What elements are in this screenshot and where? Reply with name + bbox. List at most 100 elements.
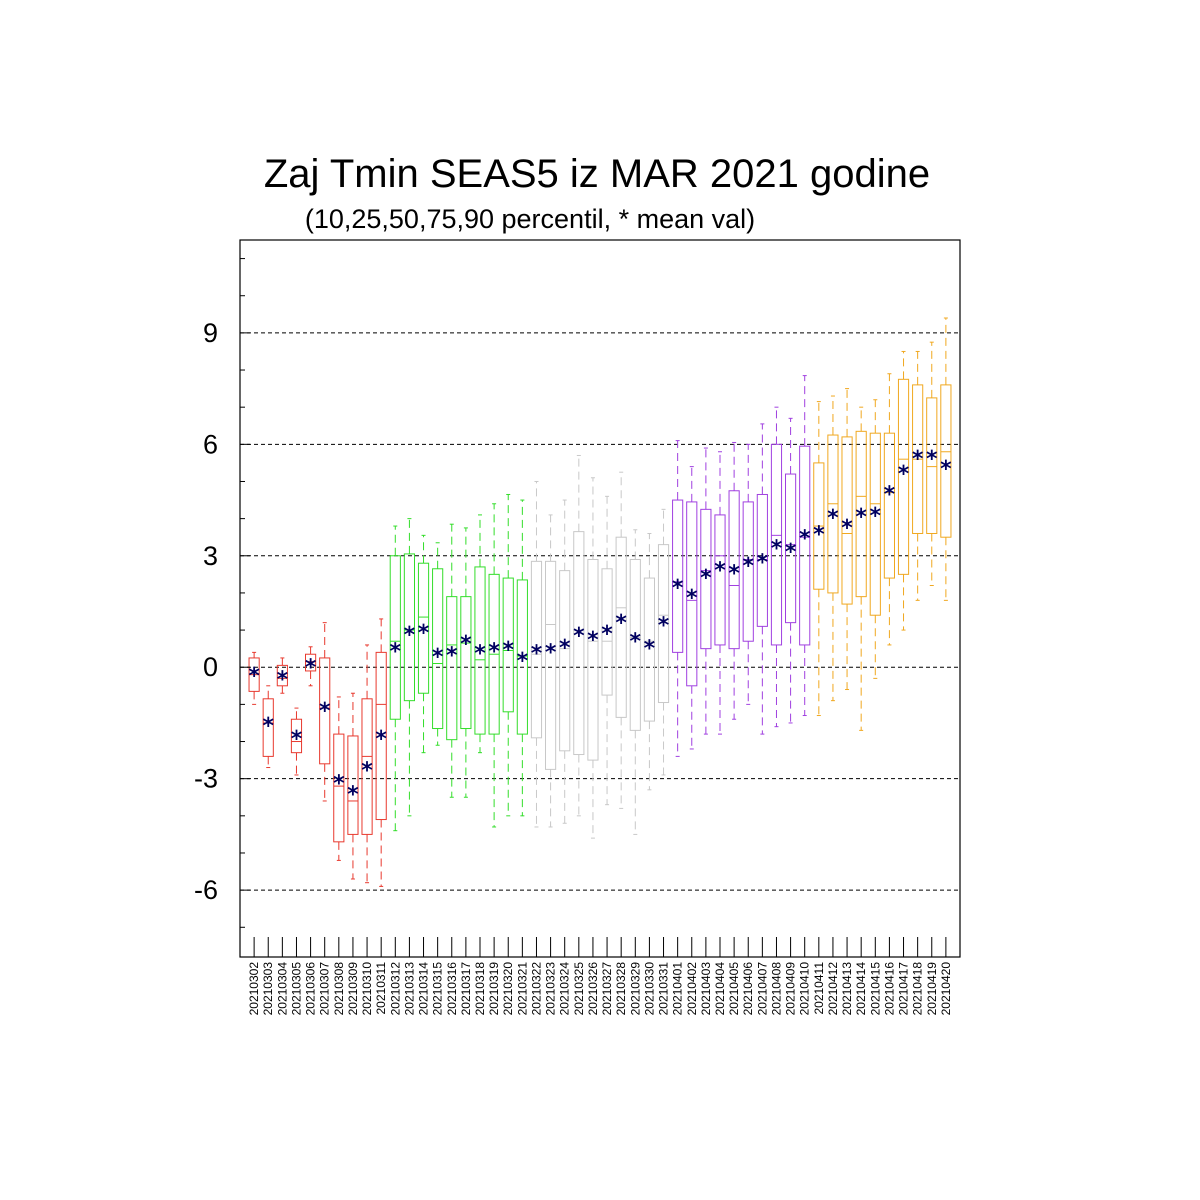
x-tick-label: 20210329: [628, 962, 642, 1016]
box-20210406: [742, 443, 754, 705]
y-tick-label: -3: [194, 764, 218, 794]
mean-marker-20210413: *: [841, 516, 853, 541]
x-tick-label: 20210411: [812, 962, 826, 1015]
x-tick-label: 20210419: [925, 962, 939, 1016]
box-20210325: [573, 454, 585, 817]
box-iqr: [643, 577, 655, 722]
box-20210419: [926, 341, 938, 586]
box-20210304: [276, 657, 288, 694]
x-tick-label: 20210321: [515, 962, 529, 1016]
box-20210330: [643, 532, 655, 791]
box-iqr: [262, 698, 274, 757]
x-axis: 20210302 20210303 20210304 20210305 20210306…: [247, 937, 953, 1015]
box-20210417: [897, 350, 910, 631]
box-20210420: [940, 317, 952, 601]
x-tick-label: 20210327: [600, 962, 614, 1016]
y-tick-label: 6: [203, 429, 218, 459]
box-iqr: [897, 378, 910, 575]
mean-marker-20210317: *: [460, 632, 472, 657]
x-tick-label: 20210316: [445, 962, 459, 1016]
box-20210323: [545, 514, 557, 828]
box-iqr: [587, 558, 599, 761]
mean-marker-20210312: *: [390, 640, 402, 665]
box-20210324: [559, 499, 571, 824]
mean-marker-20210417: *: [898, 462, 910, 487]
x-tick-label: 20210313: [402, 962, 416, 1016]
box-20210319: [488, 503, 500, 828]
box-iqr: [742, 501, 754, 642]
box-iqr: [347, 735, 359, 835]
box-iqr: [290, 718, 303, 754]
box-iqr: [389, 555, 401, 720]
box-iqr: [276, 664, 288, 687]
box-20210416: [883, 373, 895, 646]
x-tick-label: 20210302: [247, 962, 261, 1016]
x-tick-label: 20210309: [346, 962, 360, 1016]
box-iqr: [601, 568, 613, 696]
box-iqr: [700, 508, 712, 650]
box-20210310: [361, 644, 373, 884]
x-tick-label: 20210317: [459, 962, 473, 1016]
box-iqr: [417, 562, 430, 694]
box-20210413: [841, 388, 853, 691]
box-iqr: [403, 553, 415, 702]
box-series: [248, 317, 952, 887]
box-20210306: [305, 646, 317, 687]
x-tick-label: 20210304: [275, 962, 289, 1016]
mean-marker-20210401: *: [672, 576, 684, 601]
box-20210307: [319, 622, 331, 802]
box-iqr: [714, 514, 726, 646]
box-iqr: [926, 397, 938, 534]
box-iqr: [629, 558, 641, 731]
box-20210409: [785, 417, 797, 724]
box-iqr: [883, 432, 895, 579]
y-tick-label: 3: [203, 541, 218, 571]
box-iqr: [516, 579, 528, 735]
y-axis: -6 -3 0 3 6 9: [194, 258, 250, 928]
box-20210302: [248, 651, 260, 705]
x-tick-label: 20210303: [261, 962, 275, 1016]
box-iqr: [756, 493, 768, 627]
x-tick-label: 20210413: [840, 962, 854, 1016]
x-tick-label: 20210406: [741, 962, 755, 1016]
mean-marker-20210331: *: [658, 614, 670, 639]
x-tick-label: 20210403: [699, 962, 713, 1016]
mean-marker-20210402: *: [686, 586, 698, 611]
x-tick-label: 20210401: [671, 962, 685, 1016]
mean-marker-20210418: *: [912, 447, 924, 472]
box-20210316: [446, 523, 458, 798]
box-20210314: [417, 534, 430, 754]
x-tick-label: 20210330: [642, 962, 656, 1016]
y-tick-label: -6: [194, 875, 218, 905]
box-20210331: [657, 508, 670, 776]
box-iqr: [869, 432, 881, 616]
mean-marker-20210419: *: [926, 447, 938, 472]
box-iqr: [432, 568, 444, 730]
box-20210401: [672, 440, 684, 757]
x-tick-label: 20210315: [431, 962, 445, 1016]
box-20210404: [714, 451, 726, 735]
x-tick-label: 20210404: [713, 962, 727, 1016]
x-tick-label: 20210325: [572, 962, 586, 1016]
x-tick-label: 20210320: [501, 962, 515, 1016]
x-tick-label: 20210420: [939, 962, 953, 1016]
y-tick-label: 0: [203, 652, 218, 682]
mean-marker-20210321: *: [517, 649, 529, 674]
box-20210412: [827, 395, 839, 702]
box-iqr: [615, 536, 627, 718]
mean-marker-20210316: *: [446, 643, 458, 668]
box-iqr: [841, 436, 853, 605]
box-20210312: [389, 525, 401, 832]
mean-marker-20210415: *: [870, 504, 882, 529]
box-20210410: [799, 375, 811, 717]
x-tick-label: 20210328: [614, 962, 628, 1016]
box-20210329: [629, 529, 641, 835]
mean-marker-20210303: *: [262, 714, 274, 739]
mean-marker-20210407: *: [757, 550, 769, 575]
box-20210305: [290, 707, 303, 776]
mean-marker-20210412: *: [827, 506, 839, 531]
mean-marker-20210328: *: [615, 611, 627, 636]
mean-marker-20210302: *: [248, 664, 260, 689]
x-tick-label: 20210408: [769, 962, 783, 1016]
